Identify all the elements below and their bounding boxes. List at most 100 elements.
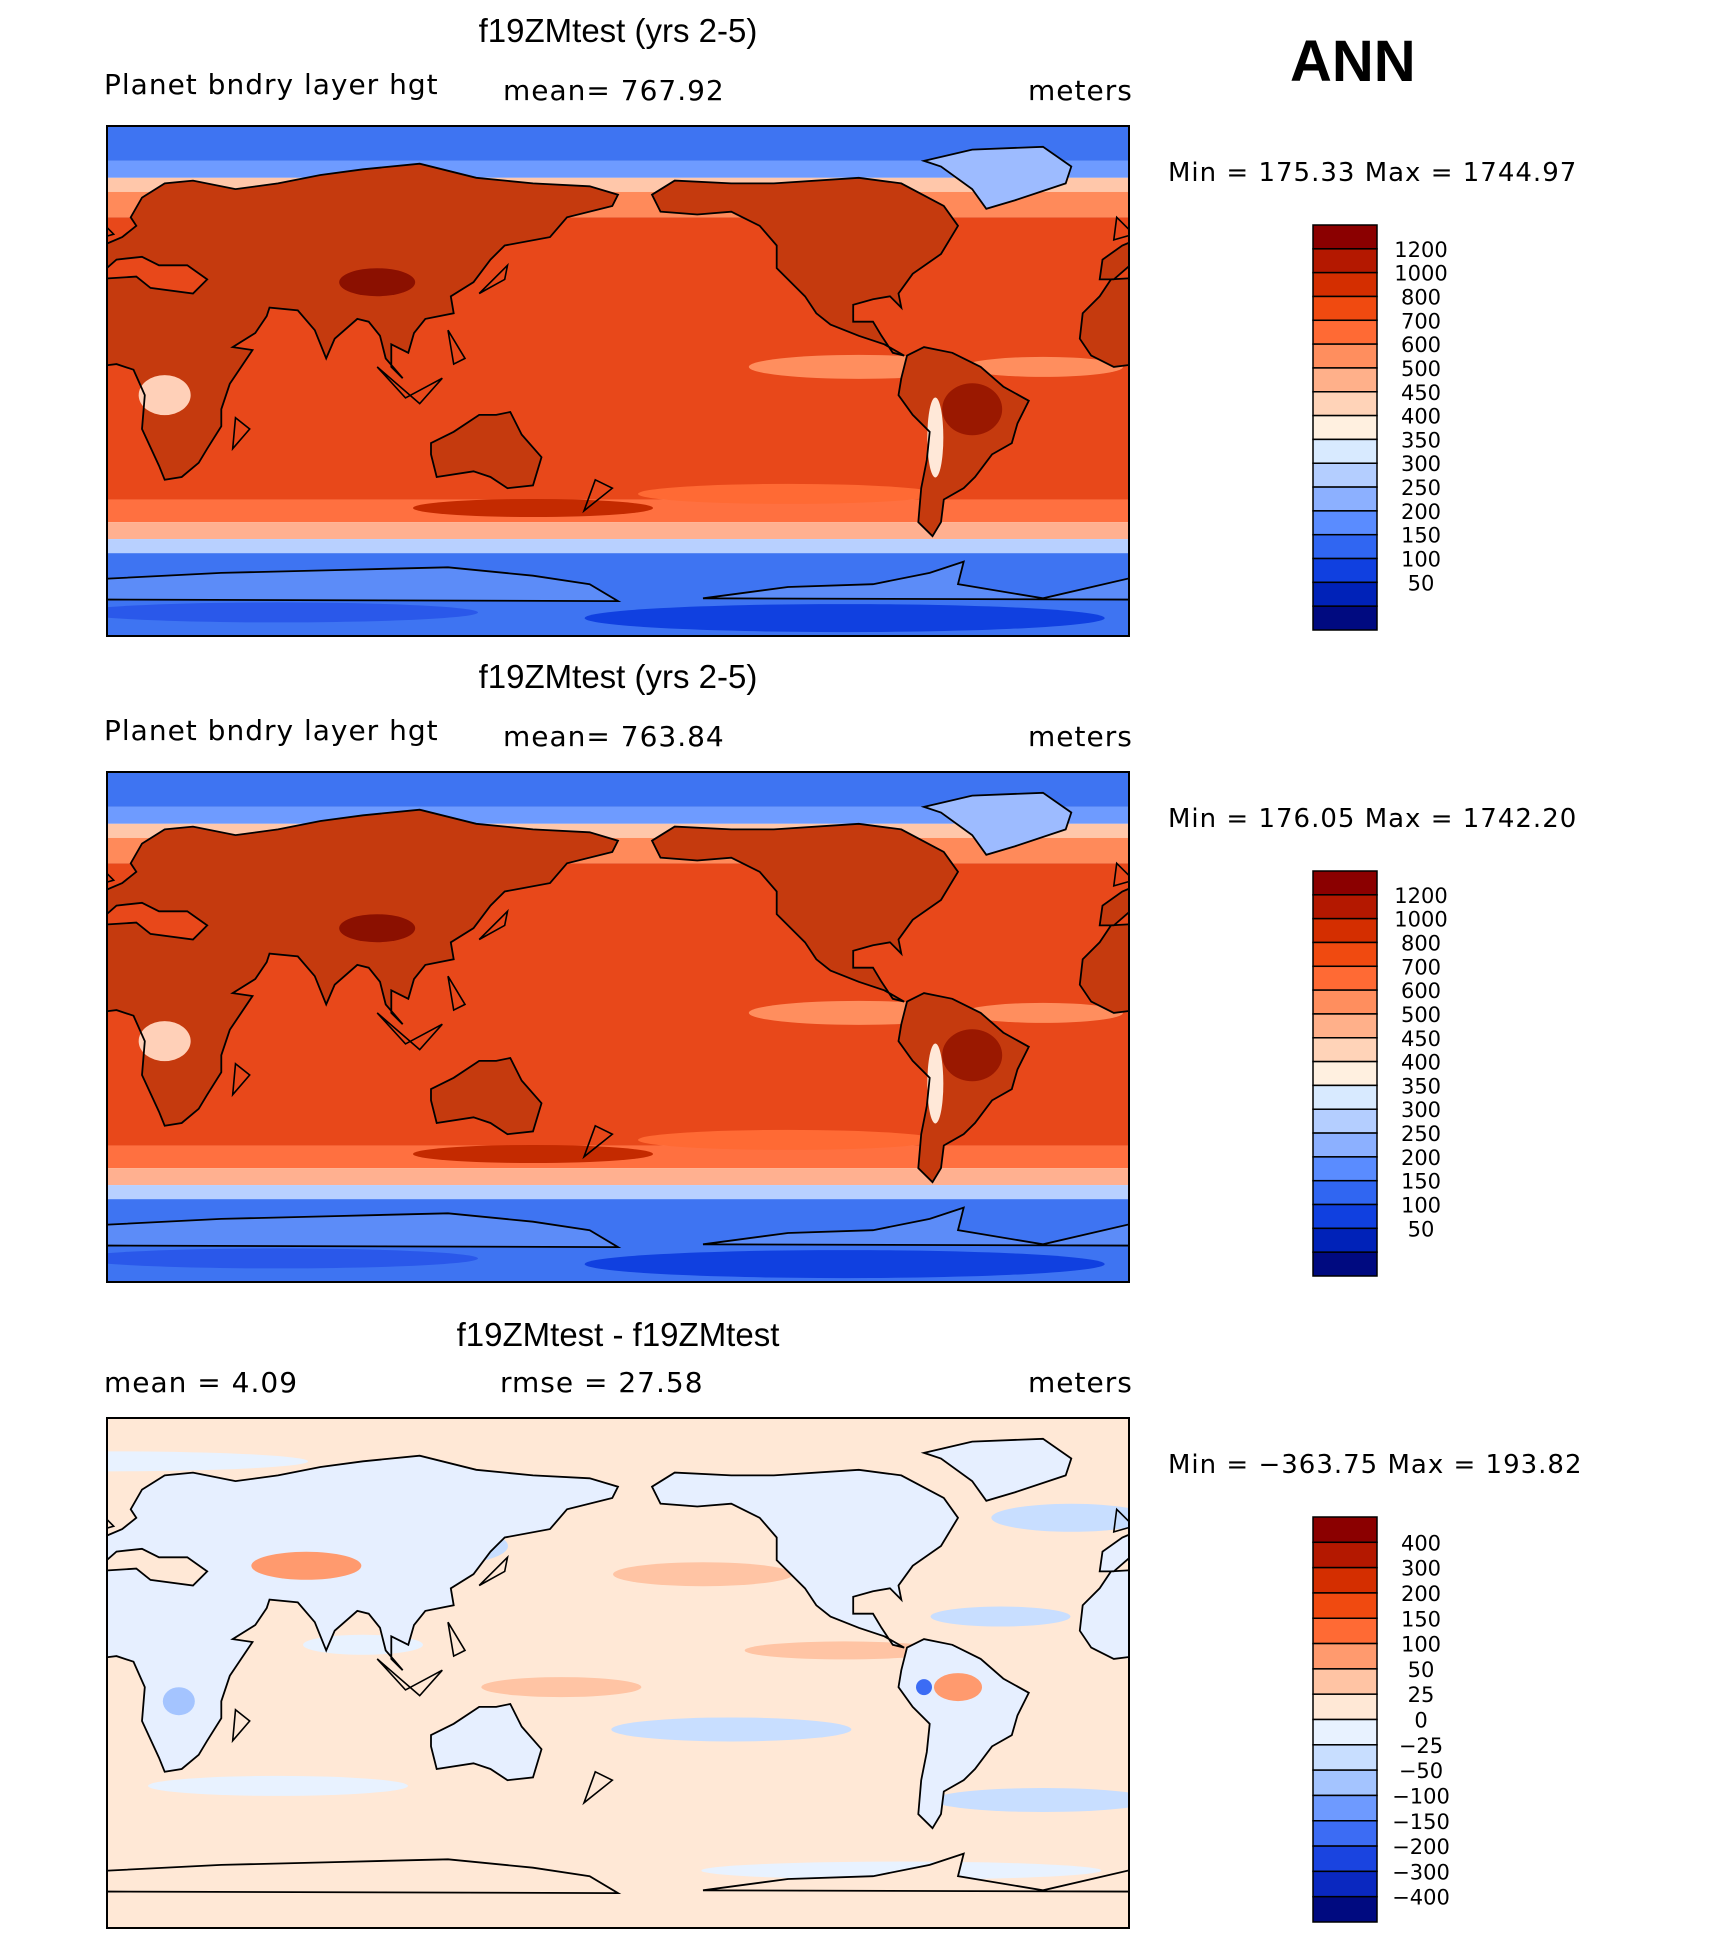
- land-field: [108, 809, 618, 1126]
- colorbar-tick-label: 1000: [1394, 262, 1447, 286]
- colorbar-swatch: [1312, 1845, 1378, 1873]
- min-max-label: Min = −363.75 Max = 193.82: [1168, 1450, 1583, 1480]
- colorbar-tick-label: 800: [1401, 285, 1441, 309]
- coastline: [702, 1206, 1128, 1247]
- land-field: [108, 567, 618, 602]
- field-feature: [927, 397, 944, 478]
- field-feature: [638, 483, 938, 504]
- colorbar-swatch: [1312, 367, 1378, 393]
- field-feature: [991, 1503, 1128, 1532]
- field-feature: [933, 1788, 1128, 1812]
- field-feature: [481, 1677, 642, 1698]
- land-field: [1079, 1535, 1128, 1659]
- coastline: [447, 329, 467, 366]
- land-field: [1079, 243, 1128, 367]
- map-plot: [106, 1417, 1130, 1929]
- colorbar-tick-label: 600: [1401, 979, 1441, 1003]
- land-field: [652, 823, 958, 1002]
- colorbar-tick-label: 50: [1408, 571, 1435, 595]
- colorbar-tick-label: −50: [1399, 1759, 1443, 1783]
- colorbar-swatch: [1312, 870, 1378, 896]
- colorbar-swatch: [1312, 248, 1378, 274]
- coastline: [702, 560, 1128, 601]
- colorbar-tick-label: 1200: [1394, 238, 1447, 262]
- field-feature: [251, 1551, 362, 1580]
- field-label: Planet bndry layer hgt: [104, 714, 439, 747]
- colorbar-tick-label: 500: [1401, 357, 1441, 381]
- colorbar-tick-label: −150: [1392, 1810, 1450, 1834]
- colorbar-tick-label: 200: [1401, 1146, 1441, 1170]
- land-field: [1079, 889, 1128, 1013]
- land-field: [108, 163, 618, 480]
- colorbar-tick-label: 200: [1401, 1582, 1441, 1606]
- colorbar-swatch: [1312, 295, 1378, 322]
- field-feature: [613, 1562, 793, 1587]
- colorbar-tick-label: 150: [1401, 1607, 1441, 1631]
- colorbar-tick-label: 300: [1401, 452, 1441, 476]
- colorbar-swatch: [1312, 1617, 1378, 1645]
- season-label: ANN: [1290, 29, 1416, 94]
- colorbar-swatch: [1312, 1084, 1378, 1110]
- field-feature: [584, 604, 1105, 633]
- coastline: [897, 992, 1030, 1184]
- colorbar-swatch: [1312, 1037, 1378, 1063]
- colorbar-swatch: [1312, 1179, 1378, 1206]
- colorbar-tick-label: −400: [1392, 1886, 1450, 1910]
- coastline: [650, 822, 960, 1003]
- colorbar-tick-label: 450: [1401, 381, 1441, 405]
- colorbar-tick-label: 50: [1408, 1658, 1435, 1682]
- coastline: [108, 1212, 622, 1249]
- coastline: [376, 1658, 443, 1697]
- colorbar-swatch: [1312, 1013, 1378, 1039]
- coastline: [1112, 861, 1128, 888]
- colorbar-tick-label: 350: [1401, 1074, 1441, 1098]
- units-label: meters: [1028, 1366, 1133, 1399]
- colorbar-tick-label: 700: [1401, 955, 1441, 979]
- coastline: [582, 478, 614, 514]
- colorbar-swatch: [1312, 1541, 1378, 1569]
- colorbar-swatch: [1312, 343, 1378, 369]
- colorbar-swatch: [1312, 1895, 1378, 1923]
- colorbar-tick-label: 250: [1401, 1122, 1441, 1146]
- coastline: [376, 1012, 443, 1051]
- colorbar-swatch: [1312, 1642, 1378, 1670]
- min-max-label: Min = 176.05 Max = 1742.20: [1168, 804, 1578, 834]
- field-feature: [638, 1129, 938, 1150]
- coastline: [231, 1708, 251, 1744]
- colorbar-tick-label: 400: [1401, 405, 1441, 429]
- colorbar-swatch: [1312, 533, 1378, 560]
- colorbar-swatch: [1312, 438, 1378, 464]
- coastline: [447, 975, 467, 1012]
- field-feature: [963, 356, 1123, 377]
- colorbar-tick-label: 400: [1401, 1531, 1441, 1555]
- colorbar-swatch: [1312, 1668, 1378, 1695]
- colorbar-swatch: [1312, 941, 1378, 968]
- coastline: [108, 1858, 622, 1895]
- colorbar-tick-label: 0: [1414, 1709, 1427, 1733]
- coastline: [1078, 888, 1128, 1014]
- field-feature: [584, 1250, 1105, 1279]
- units-label: meters: [1028, 74, 1133, 107]
- land-field: [108, 1859, 618, 1894]
- units-label: meters: [1028, 720, 1133, 753]
- coastline: [920, 145, 1073, 210]
- field-feature: [413, 1145, 653, 1163]
- coastline: [1078, 1534, 1128, 1660]
- colorbar-tick-label: 200: [1401, 500, 1441, 524]
- colorbar-swatch: [1312, 1769, 1378, 1797]
- colorbar-swatch: [1312, 271, 1378, 298]
- colorbar-tick-label: −300: [1392, 1860, 1450, 1884]
- colorbar-tick-label: 600: [1401, 333, 1441, 357]
- colorbar-swatch: [1312, 605, 1378, 631]
- map-plot: [106, 771, 1130, 1283]
- colorbar-swatch: [1312, 510, 1378, 536]
- colorbar-swatch: [1312, 1566, 1378, 1594]
- mean-label: mean= 763.84: [503, 720, 725, 753]
- colorbar-swatch: [1312, 224, 1378, 250]
- field-feature: [162, 1687, 195, 1716]
- coastline: [478, 908, 509, 941]
- colorbar-swatch: [1312, 965, 1378, 991]
- coastline: [478, 1554, 509, 1587]
- colorbar-swatch: [1312, 894, 1378, 920]
- coastline: [231, 416, 251, 452]
